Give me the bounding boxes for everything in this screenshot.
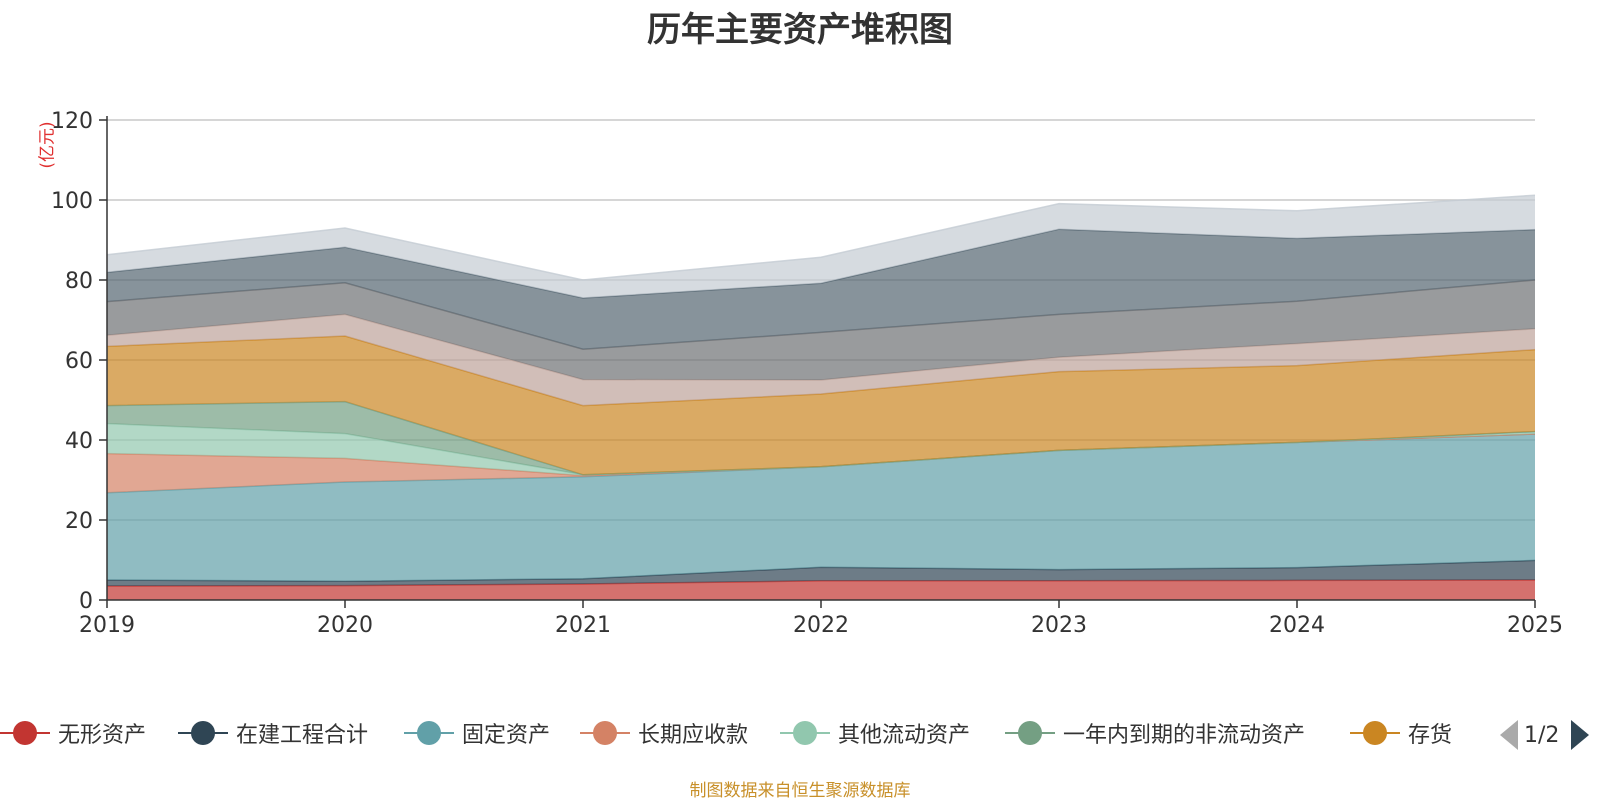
- legend-item-5[interactable]: 一年内到期的非流动资产: [1005, 712, 1305, 754]
- legend-page-indicator: 1/2: [1524, 722, 1560, 748]
- legend: 无形资产 在建工程合计 固定资产 长期应收款 其他流动资产 一年内到期的非流动资产 存货: [0, 712, 1470, 754]
- y-tick-label: 80: [65, 269, 93, 294]
- x-tick-label: 2021: [555, 613, 611, 638]
- legend-marker-icon: [0, 712, 50, 754]
- area-series-7: [107, 314, 1535, 406]
- legend-marker-icon: [780, 712, 830, 754]
- legend-marker-icon: [1005, 712, 1055, 754]
- y-tick-label: 60: [65, 349, 93, 374]
- axes: 0 20 40 60 80 100 120 2019 2020 2021 2022 2023 2024 2…: [51, 109, 1563, 638]
- y-tick-label: 120: [51, 109, 93, 134]
- area-series-10: [107, 195, 1535, 298]
- legend-item-4[interactable]: 其他流动资产: [780, 712, 970, 754]
- legend-item-2[interactable]: 固定资产: [404, 712, 550, 754]
- legend-marker-icon: [404, 712, 454, 754]
- x-tick-label: 2025: [1507, 613, 1563, 638]
- area-series-5: [107, 401, 1535, 475]
- legend-label: 固定资产: [462, 723, 551, 748]
- legend-item-3[interactable]: 长期应收款: [580, 712, 748, 754]
- x-tick-label: 2019: [79, 613, 135, 638]
- source-note: 制图数据来自恒生聚源数据库: [689, 781, 911, 801]
- legend-item-6[interactable]: 存货: [1350, 712, 1452, 754]
- y-tick-label: 100: [51, 189, 93, 214]
- legend-label: 一年内到期的非流动资产: [1063, 723, 1306, 748]
- x-tick-label: 2023: [1031, 613, 1087, 638]
- chart-title: 历年主要资产堆积图: [647, 10, 953, 50]
- legend-label: 长期应收款: [638, 723, 749, 748]
- legend-label: 其他流动资产: [838, 723, 971, 748]
- legend-next-page-icon[interactable]: [1571, 720, 1590, 750]
- y-tick-label: 0: [79, 589, 93, 614]
- area-series-2: [107, 434, 1535, 582]
- legend-marker-icon: [580, 712, 630, 754]
- area-edge-10: [106, 194, 1536, 281]
- area-series-8: [107, 280, 1535, 380]
- legend-marker-icon: [1350, 712, 1400, 754]
- area-series-4: [107, 423, 1535, 476]
- area-series-1: [107, 560, 1535, 586]
- y-tick-label: 40: [65, 429, 93, 454]
- legend-item-0[interactable]: 无形资产: [0, 712, 146, 754]
- x-tick-label: 2020: [317, 613, 373, 638]
- area-series-3: [107, 434, 1535, 493]
- stacked-area-chart: 0 20 40 60 80 100 120 2019 2020 2021 2022 2023 2024 2…: [51, 109, 1563, 638]
- legend-label: 存货: [1408, 723, 1453, 748]
- legend-marker-icon: [178, 712, 228, 754]
- legend-item-1[interactable]: 在建工程合计: [178, 712, 368, 754]
- legend-prev-page-icon[interactable]: [1500, 720, 1518, 750]
- x-tick-label: 2024: [1269, 613, 1325, 638]
- legend-pager: 1/2: [1500, 718, 1590, 752]
- area-series-9: [107, 229, 1535, 350]
- area-series-6: [107, 336, 1535, 475]
- legend-label: 在建工程合计: [236, 723, 369, 748]
- legend-label: 无形资产: [58, 723, 147, 748]
- x-tick-label: 2022: [793, 613, 849, 638]
- area-series: [106, 194, 1536, 600]
- y-tick-label: 20: [65, 509, 93, 534]
- y-axis-unit-label: (亿元): [37, 121, 58, 169]
